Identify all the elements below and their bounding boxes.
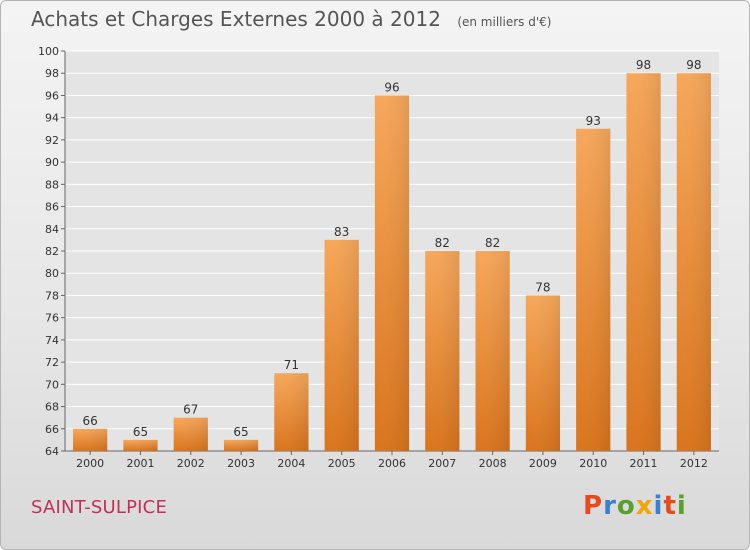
logo-letter: i bbox=[676, 491, 687, 521]
value-label: 65 bbox=[233, 425, 248, 439]
value-label: 98 bbox=[686, 58, 701, 72]
bar-shade bbox=[123, 439, 158, 451]
y-tick-label: 66 bbox=[45, 423, 59, 436]
value-label: 82 bbox=[435, 236, 450, 250]
y-tick-label: 72 bbox=[45, 356, 59, 369]
bar-shade bbox=[425, 251, 460, 451]
x-tick-label: 2009 bbox=[529, 457, 557, 470]
x-tick-label: 2005 bbox=[328, 457, 356, 470]
bar-shade bbox=[173, 417, 208, 451]
value-label: 78 bbox=[535, 280, 550, 294]
value-label: 67 bbox=[183, 403, 198, 417]
y-tick-label: 70 bbox=[45, 378, 59, 391]
y-tick-label: 84 bbox=[45, 223, 59, 236]
bar-shade bbox=[475, 251, 510, 451]
y-tick-label: 98 bbox=[45, 67, 59, 80]
x-tick-label: 2008 bbox=[479, 457, 507, 470]
x-tick-label: 2000 bbox=[76, 457, 104, 470]
bar-shade bbox=[73, 428, 108, 451]
x-tick-label: 2012 bbox=[680, 457, 708, 470]
y-tick-label: 82 bbox=[45, 245, 59, 258]
value-label: 82 bbox=[485, 236, 500, 250]
bar-shade bbox=[223, 439, 259, 451]
x-tick-label: 2002 bbox=[177, 457, 205, 470]
y-tick-label: 64 bbox=[45, 445, 59, 458]
logo-letter: i bbox=[653, 491, 664, 521]
y-tick-label: 86 bbox=[45, 201, 59, 214]
x-tick-label: 2011 bbox=[630, 457, 658, 470]
logo-letter: r bbox=[603, 491, 617, 521]
x-tick-label: 2007 bbox=[428, 457, 456, 470]
logo-letter: P bbox=[583, 491, 604, 521]
y-tick-label: 80 bbox=[45, 267, 59, 280]
chart-title-text: Achats et Charges Externes 2000 à 2012 bbox=[31, 7, 441, 31]
bar-shade bbox=[274, 373, 309, 451]
proxiti-logo: Proxiti bbox=[583, 491, 687, 521]
place-name: SAINT-SULPICE bbox=[31, 497, 168, 518]
bar-shade bbox=[676, 73, 711, 451]
y-tick-label: 90 bbox=[45, 156, 59, 169]
bar-shade bbox=[576, 128, 611, 451]
y-tick-label: 78 bbox=[45, 289, 59, 302]
logo-letter: t bbox=[663, 491, 677, 521]
y-tick-label: 94 bbox=[45, 112, 59, 125]
value-label: 83 bbox=[334, 225, 349, 239]
y-tick-label: 96 bbox=[45, 89, 59, 102]
logo-letter: x bbox=[635, 491, 654, 521]
value-label: 65 bbox=[133, 425, 148, 439]
x-tick-label: 2004 bbox=[277, 457, 305, 470]
value-label: 71 bbox=[284, 358, 299, 372]
value-label: 66 bbox=[83, 414, 98, 428]
y-tick-label: 92 bbox=[45, 134, 59, 147]
bar-shade bbox=[374, 95, 410, 451]
y-tick-label: 88 bbox=[45, 178, 59, 191]
chart-subtitle: (en milliers d'€) bbox=[457, 15, 552, 29]
value-label: 93 bbox=[586, 114, 601, 128]
y-tick-label: 76 bbox=[45, 312, 59, 325]
bar-shade bbox=[626, 73, 661, 451]
y-tick-label: 74 bbox=[45, 334, 59, 347]
x-tick-label: 2001 bbox=[126, 457, 154, 470]
bar-shade bbox=[324, 239, 359, 451]
x-tick-label: 2006 bbox=[378, 457, 406, 470]
bar-shade bbox=[525, 295, 561, 451]
y-tick-label: 68 bbox=[45, 401, 59, 414]
value-label: 96 bbox=[384, 80, 399, 94]
y-tick-label: 100 bbox=[38, 45, 59, 58]
value-label: 98 bbox=[636, 58, 651, 72]
chart-title: Achats et Charges Externes 2000 à 2012 (… bbox=[31, 7, 551, 31]
logo-letter: o bbox=[616, 491, 636, 521]
x-tick-label: 2003 bbox=[227, 457, 255, 470]
x-tick-label: 2010 bbox=[579, 457, 607, 470]
